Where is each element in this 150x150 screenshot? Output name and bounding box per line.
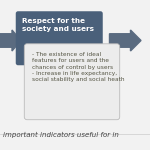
Text: - The existence of ideal
features for users and the
chances of control by users
: - The existence of ideal features for us… xyxy=(32,52,124,82)
Polygon shape xyxy=(110,30,141,51)
FancyBboxPatch shape xyxy=(24,44,120,120)
Text: important indicators useful for in: important indicators useful for in xyxy=(3,132,119,138)
FancyBboxPatch shape xyxy=(16,11,103,65)
Text: Respect for the
society and users: Respect for the society and users xyxy=(22,18,94,32)
Polygon shape xyxy=(0,30,21,51)
